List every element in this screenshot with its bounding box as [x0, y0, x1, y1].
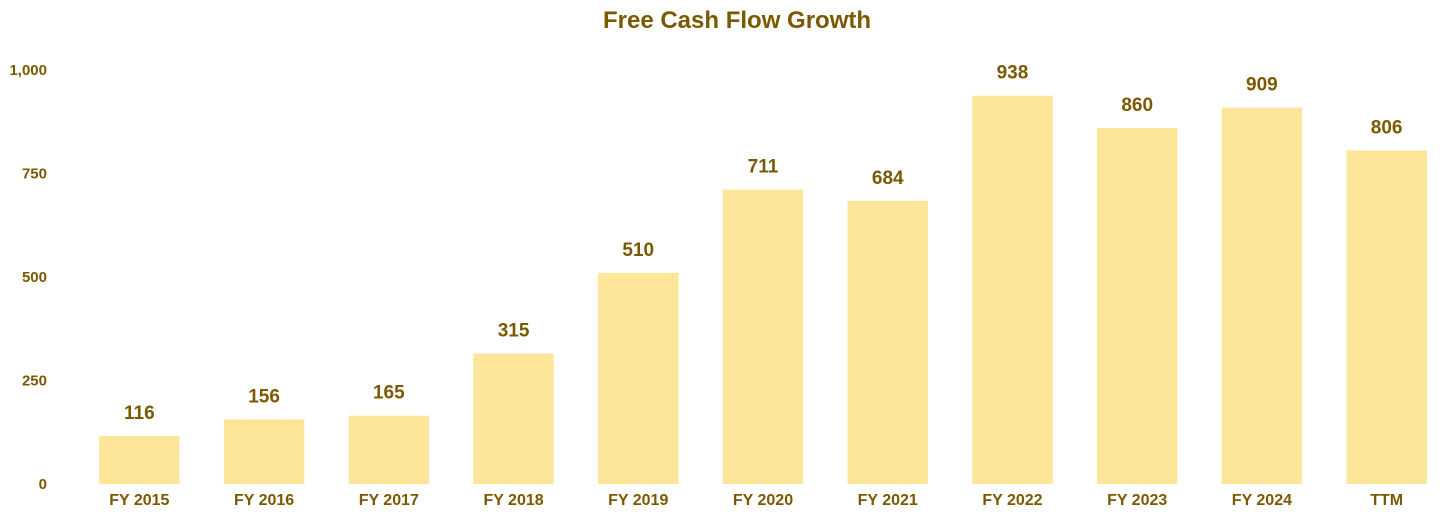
- x-tick-label: FY 2016: [234, 492, 294, 509]
- data-label: 156: [248, 386, 280, 407]
- y-tick-label: 0: [39, 476, 47, 493]
- bar: [348, 415, 430, 484]
- bar-series: [99, 95, 1427, 485]
- bar: [223, 419, 305, 484]
- bar: [1096, 127, 1178, 485]
- x-tick-label: FY 2015: [109, 492, 169, 509]
- data-label: 315: [498, 321, 530, 342]
- bar: [972, 95, 1053, 484]
- x-tick-label: FY 2019: [608, 492, 668, 509]
- data-label: 116: [124, 403, 155, 424]
- data-label: 909: [1246, 75, 1278, 96]
- bar: [722, 189, 804, 484]
- bar: [847, 200, 928, 484]
- x-tick-label: FY 2017: [359, 492, 419, 509]
- x-tick-label: FY 2022: [982, 492, 1042, 509]
- y-tick-label: 750: [22, 166, 47, 183]
- x-tick-label: FY 2024: [1232, 492, 1292, 509]
- x-axis: FY 2015 FY 2016 FY 2017 FY 2018 FY 2019 FY 20…: [109, 492, 1403, 509]
- y-tick-label: 250: [22, 373, 47, 390]
- x-tick-label: FY 2021: [858, 492, 918, 509]
- bar: [473, 353, 554, 484]
- data-label: 860: [1121, 95, 1153, 116]
- x-tick-label: FY 2020: [733, 492, 793, 509]
- data-label: 165: [373, 383, 405, 404]
- data-label: 684: [872, 168, 904, 189]
- y-tick-label: 1,000: [9, 62, 47, 79]
- data-label: 711: [748, 157, 779, 178]
- data-label: 510: [622, 240, 654, 261]
- bar: [1346, 150, 1427, 485]
- data-labels: 116 156 165 315 510 711 684 938 860 909 806: [124, 63, 1402, 424]
- x-tick-label: FY 2018: [483, 492, 543, 509]
- chart-title: Free Cash Flow Growth: [602, 7, 872, 34]
- x-tick-label: FY 2023: [1107, 492, 1167, 509]
- y-axis: 0 250 500 750 1,000: [9, 62, 47, 493]
- data-label: 938: [997, 63, 1029, 84]
- bar: [598, 272, 679, 484]
- x-tick-label: TTM: [1370, 492, 1403, 509]
- bar: [1221, 107, 1303, 484]
- y-tick-label: 500: [22, 269, 47, 286]
- data-label: 806: [1371, 117, 1403, 138]
- bar: [99, 435, 180, 484]
